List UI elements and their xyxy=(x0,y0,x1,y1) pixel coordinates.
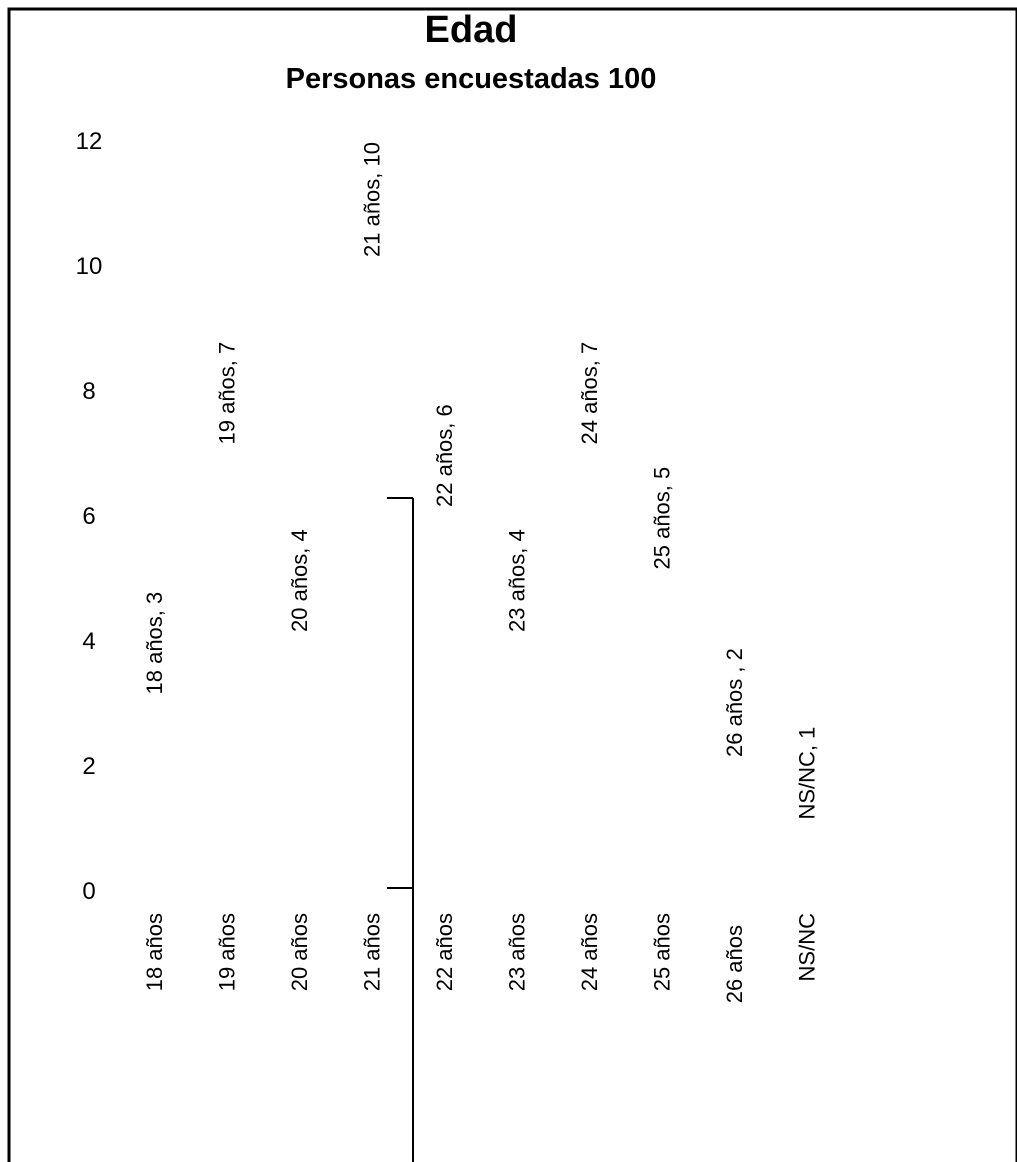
y-axis-ticks: 0 2 4 6 8 10 12 xyxy=(76,128,103,905)
y-tick-label: 8 xyxy=(82,378,95,405)
data-label: 19 años, 7 xyxy=(214,342,239,445)
y-tick-label: 6 xyxy=(82,503,95,530)
data-label: 20 años, 4 xyxy=(287,529,312,632)
data-label: 22 años, 6 xyxy=(432,404,457,507)
data-label: 21 años, 10 xyxy=(359,142,384,257)
data-labels: 18 años, 3 19 años, 7 20 años, 4 21 años, 1… xyxy=(142,142,820,819)
x-tick-label: 18 años xyxy=(142,913,167,991)
y-tick-label: 4 xyxy=(82,628,95,655)
data-label: NS/NC, 1 xyxy=(794,727,819,820)
bar xyxy=(716,765,756,890)
bar xyxy=(498,640,539,890)
x-tick-label: 21 años xyxy=(359,913,384,991)
x-tick-label: 19 años xyxy=(214,913,239,991)
data-label: 25 años, 5 xyxy=(649,467,674,570)
x-tick-label: 26 años xyxy=(722,925,747,1003)
chart-title: Edad xyxy=(425,9,518,51)
x-tick-label: NS/NC xyxy=(794,913,819,982)
x-tick-label: 22 años xyxy=(432,913,457,991)
bar xyxy=(643,577,684,890)
bar xyxy=(788,827,829,890)
y-tick-label: 10 xyxy=(76,253,103,280)
x-tick-label: 23 años xyxy=(504,913,529,991)
bar xyxy=(426,515,466,890)
chart-subtitle: Personas encuestadas 100 xyxy=(286,63,657,95)
bar xyxy=(208,452,249,890)
bar xyxy=(353,265,394,890)
data-label: 24 años, 7 xyxy=(577,342,602,445)
x-tick-label: 24 años xyxy=(577,913,602,991)
axis-line xyxy=(387,497,414,1162)
bar xyxy=(571,452,611,890)
y-tick-label: 12 xyxy=(76,128,103,155)
data-label: 18 años, 3 xyxy=(142,592,167,695)
y-tick-label: 2 xyxy=(82,753,95,780)
x-tick-label: 20 años xyxy=(287,913,312,991)
data-label: 23 años, 4 xyxy=(504,529,529,632)
x-tick-label: 25 años xyxy=(649,913,674,991)
bar xyxy=(136,702,176,890)
bar xyxy=(281,640,321,890)
x-axis-ticks: 18 años 19 años 20 años 21 años 22 años 23 añ… xyxy=(142,913,820,1003)
chart-border xyxy=(7,7,1017,1162)
bars xyxy=(136,265,829,890)
data-label: 26 años , 2 xyxy=(722,648,747,757)
y-tick-label: 0 xyxy=(82,878,95,905)
